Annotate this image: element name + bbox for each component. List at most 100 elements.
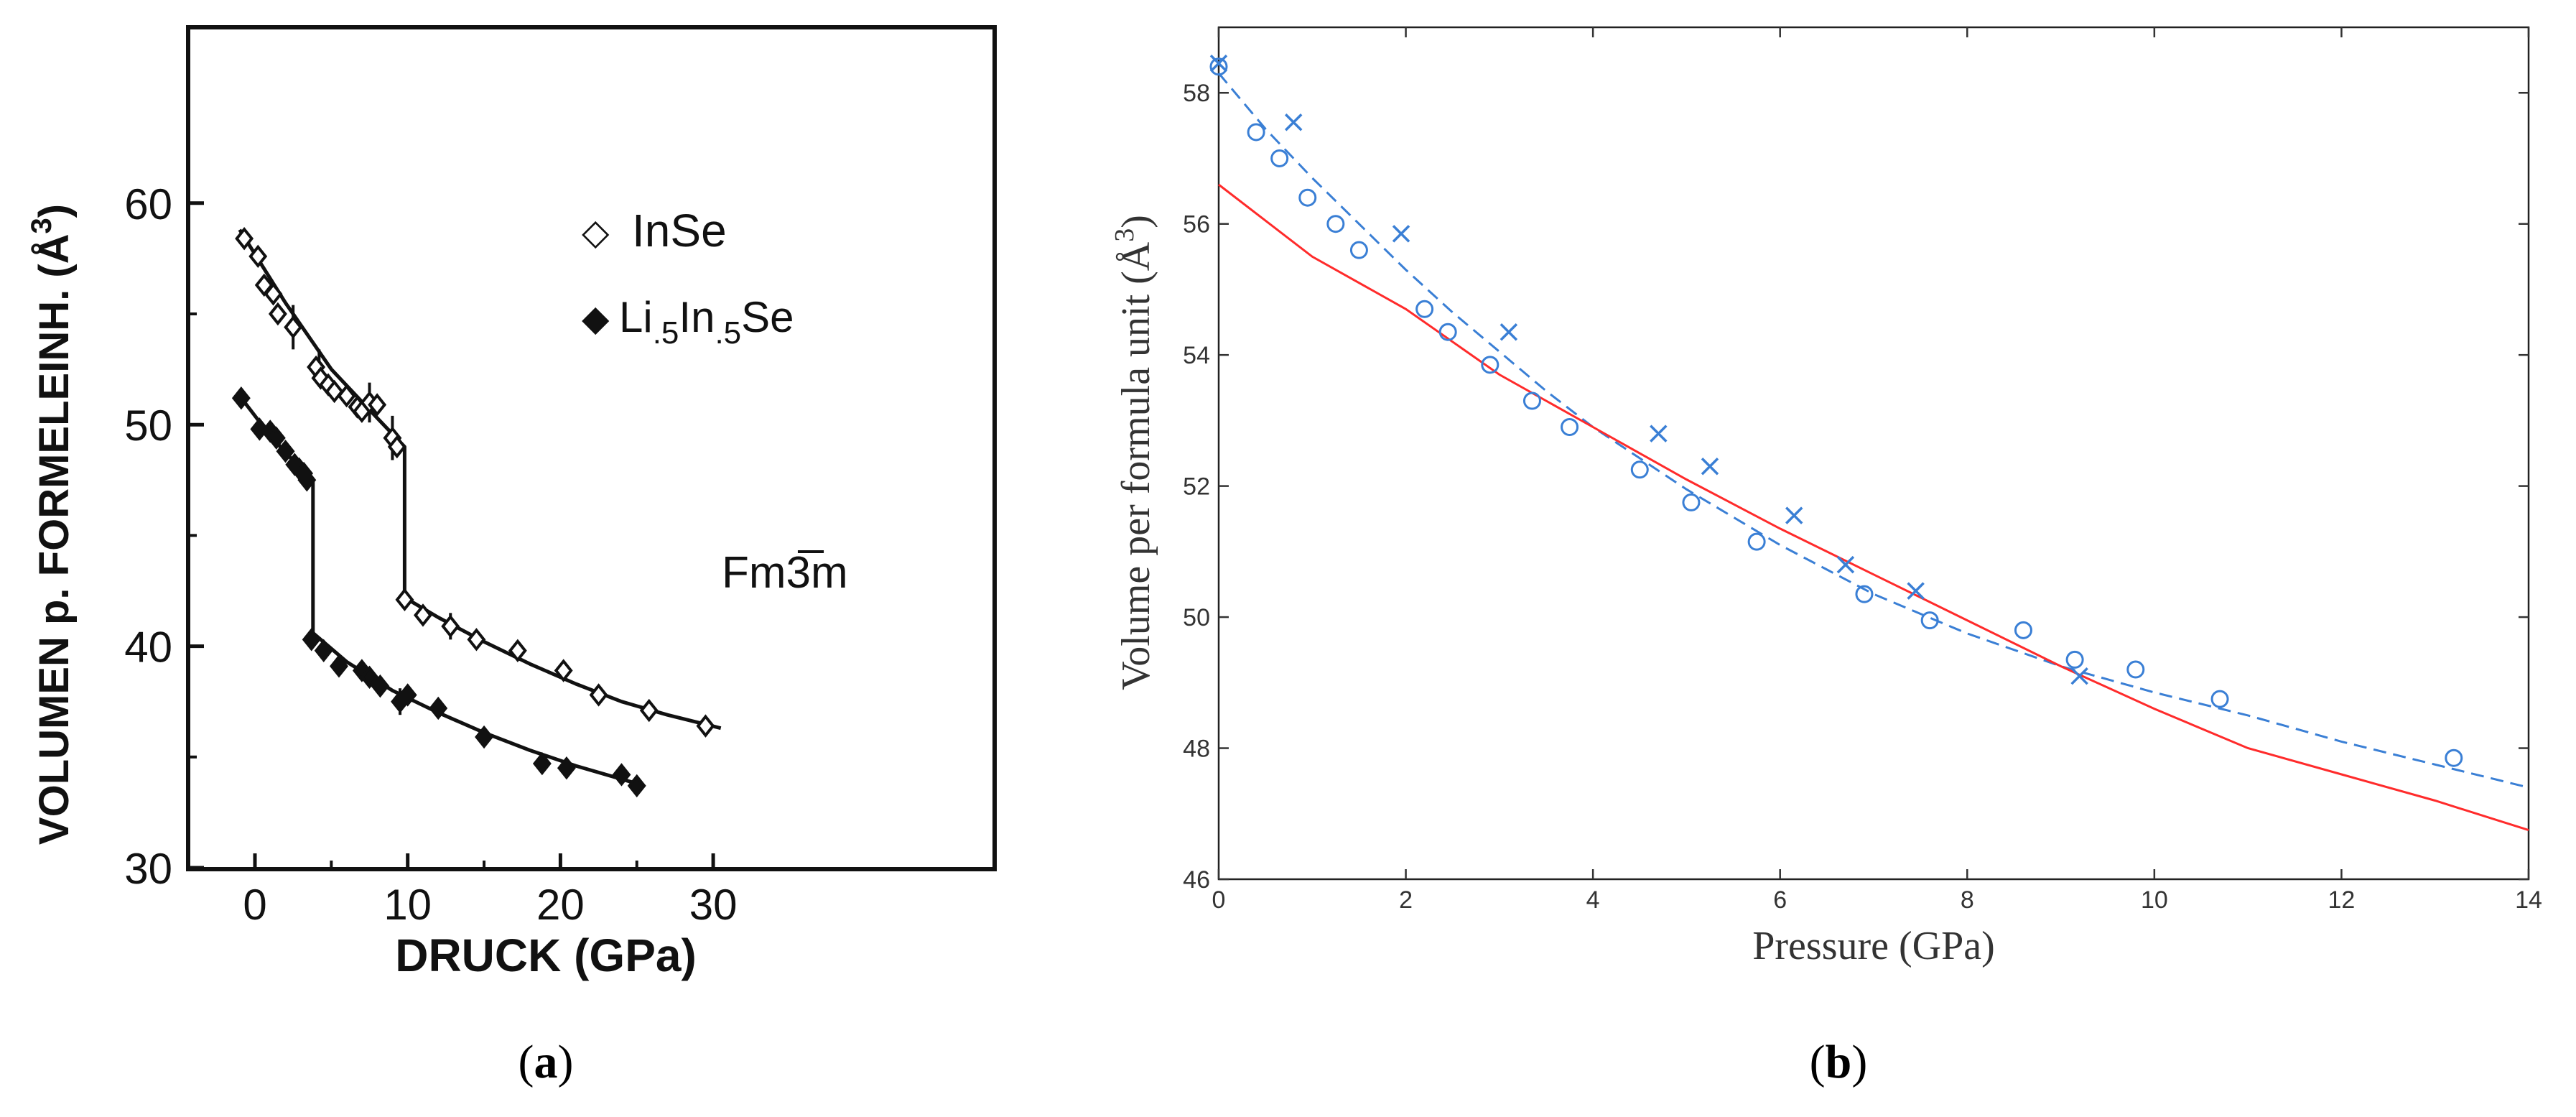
panel-b-line-calc-solid — [1218, 183, 2529, 832]
panel-a-legend: ◇ InSe ◆ Li.5In.5Se — [582, 205, 794, 351]
panel-a-point-liinse — [231, 386, 251, 410]
panel-b-lines — [1217, 72, 2529, 832]
panel-b-y-tick-label: 50 — [1183, 604, 1210, 631]
panel-b-point-circle — [1349, 241, 1368, 259]
panel-b-point-circle — [1209, 57, 1228, 76]
panel-b-x-tick-label: 8 — [1961, 886, 1974, 914]
panel-b-point-circle — [1438, 323, 1457, 341]
panel-b-x-tick-label: 2 — [1399, 886, 1413, 914]
panel-b-point-cross — [1284, 113, 1303, 131]
panel-b-point-circle — [1682, 493, 1701, 511]
panel-b-point-cross — [1907, 582, 1925, 600]
panel-a-point-inse — [467, 628, 486, 652]
panel-b-y-axis-label: Volume per formula unit (Å3) — [1110, 215, 1158, 690]
panel-a-point-inse — [325, 379, 344, 404]
panel-a-ticks: 0 10 20 30 30 40 50 60 — [124, 180, 737, 929]
panel-b-point-circle — [2445, 748, 2463, 767]
panel-b-point-cross — [1836, 555, 1855, 574]
panel-b-point-circle — [1630, 460, 1649, 479]
panel-a-y-tick-label: 40 — [124, 624, 172, 672]
legend-marker-inse: ◇ — [582, 212, 610, 252]
panel-a-point-inse — [554, 659, 573, 682]
panel-a-data-points — [231, 226, 715, 798]
panel-a-point-liinse — [371, 674, 390, 698]
panel-a-annotation-fm3m: Fm3̅m — [722, 548, 848, 598]
panel-b-point-circle — [2065, 650, 2084, 669]
panel-b-y-tick-label: 46 — [1183, 866, 1210, 894]
legend-label-inse: InSe — [632, 205, 727, 256]
panel-a-point-inse — [235, 226, 254, 251]
panel-a-chart: 0 10 20 30 30 40 50 60 ◇ InSe ◆ Li.5In.5Se Fm3̅… — [26, 25, 997, 1088]
panel-a-x-tick-label: 0 — [243, 881, 266, 929]
panel-b-point-circle — [1270, 149, 1289, 167]
panel-a-point-inse — [387, 435, 406, 459]
panel-a-point-inse — [311, 366, 330, 390]
panel-b-point-circle — [1247, 123, 1265, 142]
panel-b-y-tick-label: 54 — [1183, 342, 1210, 369]
panel-a-point-inse — [441, 614, 460, 639]
panel-a-point-inse — [268, 302, 287, 326]
panel-b-point-circle — [1561, 418, 1579, 437]
panel-a-point-liinse — [429, 696, 448, 720]
panel-b-point-circle — [1298, 188, 1317, 207]
panel-b-point-cross — [1209, 54, 1228, 73]
panel-b-x-tick-label: 4 — [1586, 886, 1600, 914]
panel-b-x-tick-label: 0 — [1212, 886, 1226, 914]
panel-a-point-inse — [368, 393, 387, 417]
panel-a-point-inse — [248, 244, 268, 269]
panel-a-curve-inse — [238, 228, 722, 731]
panel-b-point-circle — [2126, 660, 2145, 679]
panel-a-y-tick-label: 60 — [124, 180, 172, 228]
panel-b-y-tick-label: 48 — [1183, 736, 1210, 763]
panel-b-point-circle — [1522, 391, 1541, 410]
panel-b-point-cross — [1701, 458, 1719, 476]
panel-b-point-cross — [1499, 323, 1518, 341]
panel-b-data-points — [1209, 54, 2463, 767]
panel-a-point-inse — [284, 315, 303, 339]
panel-b-point-circle — [2210, 690, 2229, 708]
panel-a-point-liinse — [627, 774, 646, 798]
panel-b-point-circle — [2014, 621, 2032, 639]
panel-b-plot-frame — [1217, 26, 2530, 881]
panel-a-x-tick-label: 10 — [383, 881, 432, 929]
panel-a-point-liinse — [532, 751, 552, 776]
panel-a-point-liinse — [612, 763, 631, 787]
panel-a-point-liinse — [276, 440, 295, 463]
panel-a-plot-frame — [186, 25, 997, 871]
panel-b-y-tick-label: 58 — [1183, 80, 1210, 107]
panel-a-y-tick-label: 30 — [124, 845, 172, 893]
panel-a-caption-label: (a) — [519, 1036, 574, 1088]
panel-b-point-cross — [1392, 225, 1410, 243]
legend-label-liinse: Li.5In.5Se — [619, 293, 794, 351]
panel-a-point-liinse — [266, 426, 286, 450]
panel-b-x-axis-label: Pressure (GPa) — [1752, 924, 1994, 968]
panel-b-y-tick-label: 56 — [1183, 211, 1210, 238]
panel-a-point-liinse — [302, 628, 321, 652]
panel-b-caption-label: (b) — [1810, 1036, 1868, 1088]
panel-a-point-inse — [264, 282, 283, 306]
panel-b-point-circle — [1855, 585, 1874, 603]
panel-b-x-tick-label: 14 — [2515, 886, 2542, 914]
panel-b-point-circle — [1481, 356, 1499, 374]
panel-a-point-inse — [696, 714, 715, 738]
panel-b-line-fit-dashed — [1217, 72, 2529, 789]
panel-a-point-liinse — [557, 756, 576, 780]
panel-a-point-liinse — [297, 468, 317, 492]
panel-a-point-inse — [639, 698, 659, 723]
legend-marker-liinse: ◆ — [582, 298, 610, 338]
panel-a-point-liinse — [360, 665, 379, 689]
panel-a-y-tick-label: 50 — [124, 402, 172, 450]
panel-b-x-tick-label: 10 — [2141, 886, 2168, 914]
panel-b-point-circle — [1415, 300, 1434, 318]
panel-a-x-axis-label: DRUCK (GPa) — [395, 930, 697, 981]
panel-a-y-axis-label: VOLUMEN p. FORMELEINH. (Å3) — [26, 204, 78, 845]
panel-b-point-cross — [2070, 667, 2088, 685]
panel-b-point-circle — [1747, 532, 1766, 551]
panel-a-point-liinse — [398, 683, 417, 707]
panel-a-point-liinse — [475, 725, 494, 749]
panel-b-x-tick-label: 6 — [1773, 886, 1787, 914]
panel-a-curve-liinse — [238, 394, 638, 786]
panel-a-x-tick-label: 20 — [536, 881, 585, 929]
panel-a-point-inse — [414, 603, 432, 627]
